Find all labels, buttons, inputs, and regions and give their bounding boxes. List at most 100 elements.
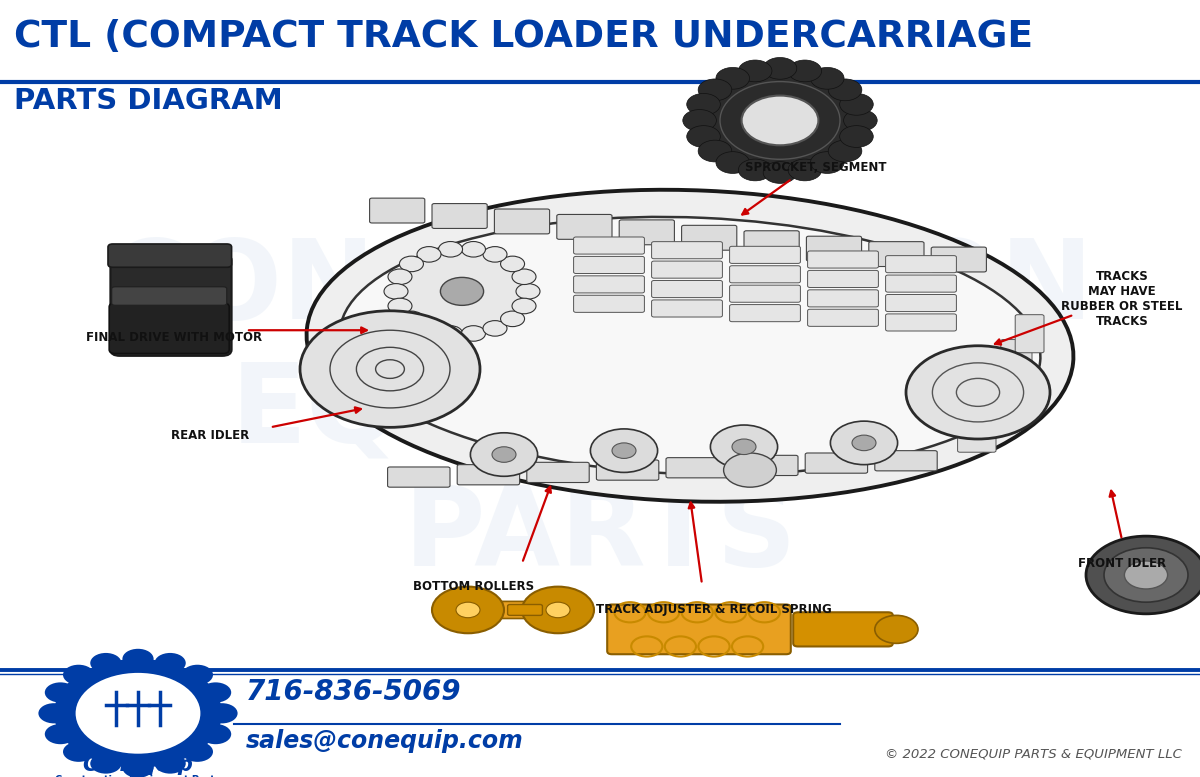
FancyBboxPatch shape: [986, 364, 1020, 402]
FancyBboxPatch shape: [388, 467, 450, 487]
FancyBboxPatch shape: [619, 220, 674, 245]
FancyBboxPatch shape: [805, 453, 868, 473]
Circle shape: [155, 653, 186, 673]
Circle shape: [738, 60, 772, 82]
FancyBboxPatch shape: [808, 251, 878, 268]
Circle shape: [686, 93, 720, 115]
Circle shape: [388, 269, 412, 284]
FancyBboxPatch shape: [886, 275, 956, 292]
Text: FRONT IDLER: FRONT IDLER: [1078, 557, 1166, 570]
Circle shape: [418, 321, 442, 336]
Circle shape: [710, 425, 778, 469]
FancyBboxPatch shape: [972, 389, 1008, 427]
Circle shape: [810, 152, 844, 173]
FancyBboxPatch shape: [370, 198, 425, 223]
FancyBboxPatch shape: [808, 309, 878, 326]
Circle shape: [300, 311, 480, 427]
FancyBboxPatch shape: [432, 204, 487, 228]
Circle shape: [512, 298, 536, 314]
Text: Construction Equipment Parts: Construction Equipment Parts: [55, 775, 221, 777]
Circle shape: [716, 152, 750, 173]
Circle shape: [492, 447, 516, 462]
Circle shape: [76, 673, 200, 754]
Ellipse shape: [306, 190, 1074, 502]
FancyBboxPatch shape: [808, 270, 878, 287]
Circle shape: [38, 703, 70, 723]
Circle shape: [716, 68, 750, 89]
Ellipse shape: [340, 217, 1040, 475]
Circle shape: [462, 242, 486, 257]
FancyBboxPatch shape: [958, 414, 996, 452]
Circle shape: [788, 159, 822, 181]
Text: FINAL DRIVE WITH MOTOR: FINAL DRIVE WITH MOTOR: [86, 332, 262, 344]
FancyBboxPatch shape: [109, 303, 229, 354]
FancyBboxPatch shape: [464, 601, 565, 618]
Circle shape: [830, 421, 898, 465]
FancyBboxPatch shape: [666, 458, 728, 478]
Circle shape: [742, 96, 818, 145]
Text: sales@conequip.com: sales@conequip.com: [246, 729, 523, 753]
FancyBboxPatch shape: [730, 266, 800, 283]
Circle shape: [64, 665, 95, 685]
FancyBboxPatch shape: [886, 314, 956, 331]
Circle shape: [90, 653, 121, 673]
Text: ConEquip: ConEquip: [83, 755, 193, 775]
FancyBboxPatch shape: [744, 231, 799, 256]
FancyBboxPatch shape: [1001, 340, 1032, 378]
FancyBboxPatch shape: [652, 261, 722, 278]
Text: CONSTRUCTION
EQUIPMENT
PARTS: CONSTRUCTION EQUIPMENT PARTS: [107, 235, 1093, 589]
Circle shape: [698, 140, 732, 162]
FancyBboxPatch shape: [457, 465, 520, 485]
Circle shape: [122, 649, 154, 669]
Circle shape: [590, 429, 658, 472]
Circle shape: [522, 587, 594, 633]
Circle shape: [724, 453, 776, 487]
Circle shape: [432, 587, 504, 633]
FancyBboxPatch shape: [730, 285, 800, 302]
FancyBboxPatch shape: [869, 242, 924, 267]
Circle shape: [181, 741, 212, 761]
Circle shape: [694, 64, 866, 176]
Circle shape: [438, 242, 462, 257]
Circle shape: [810, 68, 844, 89]
FancyBboxPatch shape: [508, 605, 542, 615]
Circle shape: [90, 754, 121, 774]
FancyBboxPatch shape: [574, 256, 644, 274]
FancyBboxPatch shape: [112, 287, 227, 305]
Text: TRACKS
MAY HAVE
RUBBER OR STEEL
TRACKS: TRACKS MAY HAVE RUBBER OR STEEL TRACKS: [1061, 270, 1183, 328]
Circle shape: [200, 682, 232, 702]
Text: REAR IDLER: REAR IDLER: [170, 429, 250, 441]
Circle shape: [516, 284, 540, 299]
FancyBboxPatch shape: [596, 460, 659, 480]
FancyBboxPatch shape: [886, 256, 956, 273]
Text: BOTTOM ROLLERS: BOTTOM ROLLERS: [414, 580, 534, 593]
Circle shape: [400, 256, 424, 272]
Circle shape: [462, 326, 486, 341]
Circle shape: [54, 659, 222, 768]
Circle shape: [683, 110, 716, 131]
Circle shape: [763, 57, 797, 79]
Circle shape: [828, 79, 862, 101]
Text: CTL (COMPACT TRACK LOADER UNDERCARRIAGE: CTL (COMPACT TRACK LOADER UNDERCARRIAGE: [14, 19, 1033, 55]
Circle shape: [155, 754, 186, 774]
FancyBboxPatch shape: [1015, 315, 1044, 353]
Circle shape: [840, 126, 874, 148]
FancyBboxPatch shape: [652, 242, 722, 259]
Circle shape: [484, 321, 508, 336]
FancyBboxPatch shape: [875, 451, 937, 471]
FancyBboxPatch shape: [110, 254, 232, 356]
Circle shape: [44, 724, 76, 744]
Circle shape: [500, 256, 524, 272]
Circle shape: [122, 758, 154, 777]
Circle shape: [612, 443, 636, 458]
Circle shape: [828, 140, 862, 162]
Circle shape: [388, 298, 412, 314]
Circle shape: [456, 602, 480, 618]
FancyBboxPatch shape: [574, 276, 644, 293]
FancyBboxPatch shape: [652, 300, 722, 317]
FancyBboxPatch shape: [557, 214, 612, 239]
Circle shape: [546, 602, 570, 618]
FancyBboxPatch shape: [494, 209, 550, 234]
Circle shape: [875, 615, 918, 643]
FancyBboxPatch shape: [886, 294, 956, 312]
